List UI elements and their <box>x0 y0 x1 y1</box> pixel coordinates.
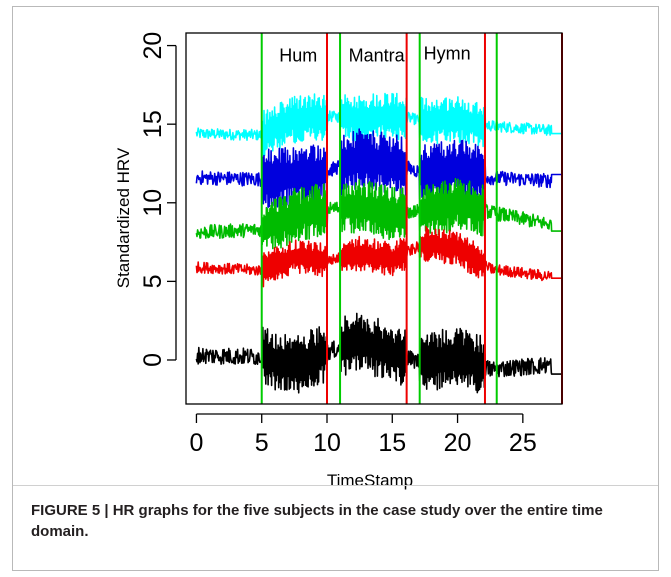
plot-area-border <box>185 32 563 405</box>
y-tick-label-5: 5 <box>139 274 167 288</box>
annotation-mantra: Mantra <box>349 45 406 65</box>
annotation-hymn: Hymn <box>424 44 471 64</box>
figure-caption: FIGURE 5 | HR graphs for the five subjec… <box>31 502 603 540</box>
hrv-line-chart: 0 5 10 15 20 25 TimeStamp 0 5 10 15 20 Standardized … <box>114 32 563 490</box>
x-tick-label-5: 5 <box>255 429 269 457</box>
y-tick-label-15: 15 <box>139 110 167 138</box>
x-tick-label-20: 20 <box>444 429 472 457</box>
x-tick-label-0: 0 <box>189 429 203 457</box>
series-line-4 <box>195 225 562 288</box>
x-axis-label: TimeStamp <box>327 471 413 490</box>
y-tick-label-0: 0 <box>139 353 167 367</box>
y-axis-label: Standardized HRV <box>114 147 133 288</box>
x-tick-label-15: 15 <box>378 429 406 457</box>
series-line-3 <box>195 177 562 250</box>
figure-frame <box>12 6 659 571</box>
y-tick-label-10: 10 <box>139 189 167 217</box>
x-tick-label-10: 10 <box>313 429 341 457</box>
series-line-1 <box>195 92 562 157</box>
x-tick-label-25: 25 <box>509 429 537 457</box>
caption-separator <box>13 485 658 486</box>
y-tick-label-20: 20 <box>139 32 167 60</box>
series-line-5 <box>195 312 562 394</box>
annotation-hum: Hum <box>279 45 317 65</box>
series-line-2 <box>195 128 562 209</box>
